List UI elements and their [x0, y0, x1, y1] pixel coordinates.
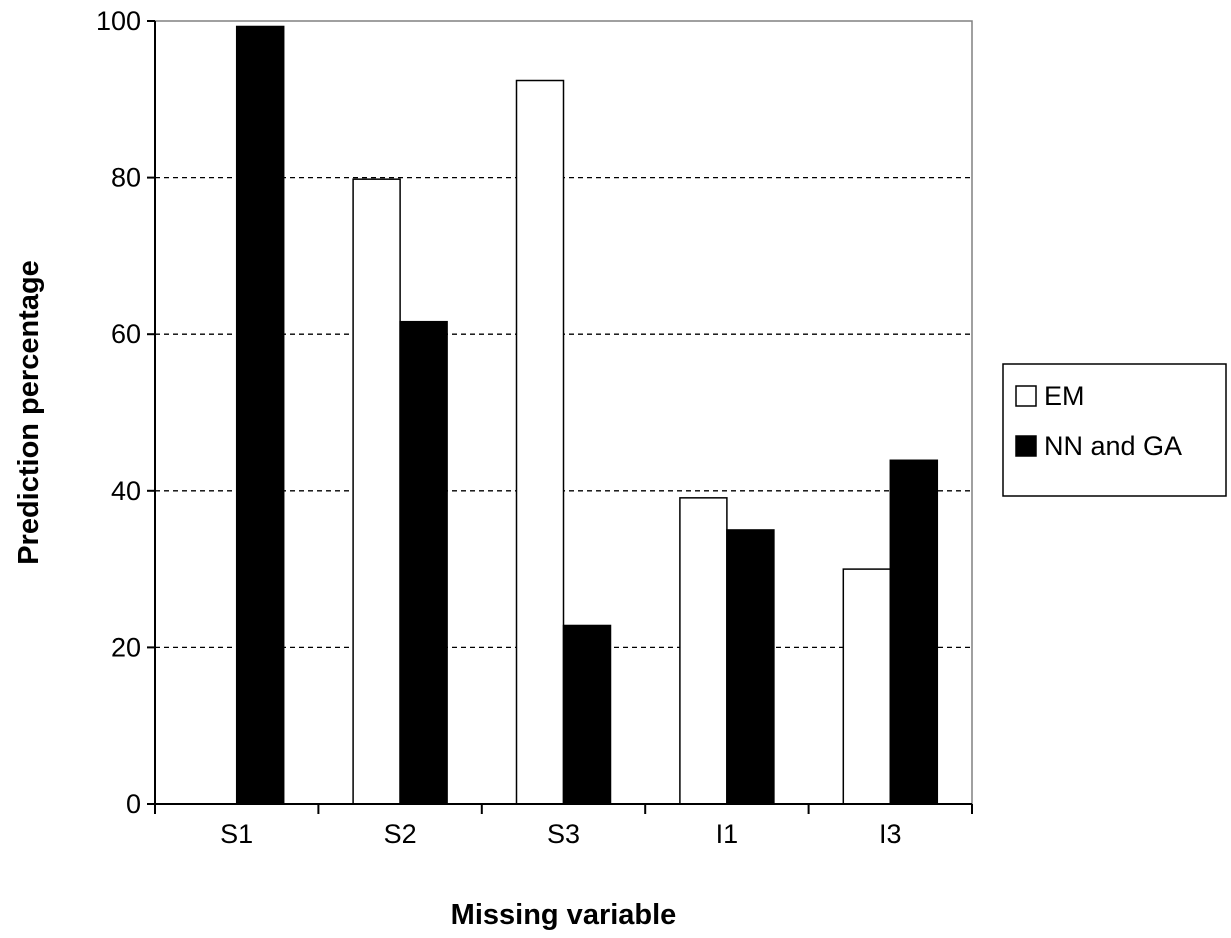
bar-nn-and-ga-s2 — [399, 320, 448, 805]
legend-label-nn-and-ga: NN and GA — [1044, 431, 1182, 461]
bar-nn-and-ga-i3 — [889, 459, 939, 805]
legend-label-em: EM — [1044, 381, 1085, 411]
x-tick-label-i1: I1 — [716, 819, 739, 849]
x-tick-label-i3: I3 — [879, 819, 902, 849]
y-tick-label: 60 — [111, 319, 141, 349]
legend-swatch-nn-and-ga — [1015, 435, 1037, 457]
y-axis-title: Prediction percentage — [13, 260, 45, 565]
y-tick-label: 40 — [111, 476, 141, 506]
bar-em-i1 — [679, 497, 728, 805]
x-tick-label-s2: S2 — [384, 819, 417, 849]
y-tick-label: 0 — [126, 789, 141, 819]
axes — [154, 21, 972, 805]
x-tick-label-s1: S1 — [220, 819, 253, 849]
legend: EM NN and GA — [1002, 363, 1227, 497]
bar-nn-and-ga-i1 — [726, 529, 775, 805]
y-tick-label: 100 — [96, 6, 141, 36]
bars — [235, 25, 939, 805]
bar-nn-and-ga-s3 — [562, 624, 612, 805]
bar-nn-and-ga-s1 — [235, 25, 285, 805]
x-axis-title: Missing variable — [451, 899, 677, 931]
bar-em-s3 — [515, 79, 565, 805]
x-tick-label-s3: S3 — [547, 819, 580, 849]
legend-swatch-em — [1015, 385, 1037, 407]
y-tick-label: 80 — [111, 163, 141, 193]
x-ticks: S1 S2 S3 I1 I3 — [154, 804, 973, 849]
bar-em-s2 — [352, 178, 401, 805]
legend-box — [1002, 363, 1227, 497]
y-tick-label: 20 — [111, 632, 141, 662]
y-ticks: 0 20 40 60 80 100 — [96, 6, 155, 819]
bar-em-i3 — [842, 568, 892, 805]
